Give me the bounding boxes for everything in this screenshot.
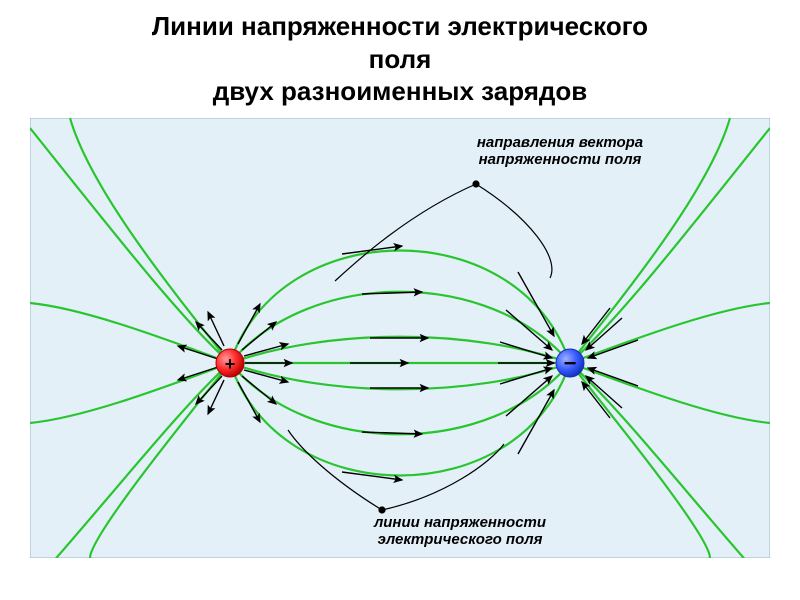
title-line-2: поля [0,43,800,76]
page-title: Линии напряженности электрического поля … [0,0,800,108]
annotation-top: направления вектора напряженности поля [430,134,690,169]
title-line-1: Линии напряженности электрического [0,10,800,43]
annotation-top-line-1: направления вектора [430,134,690,151]
diagram-container: + − направления вектора напряженности по… [30,118,770,558]
positive-charge: + [216,349,244,377]
field-diagram: + − [30,118,770,558]
title-line-3: двух разноименных зарядов [0,75,800,108]
annotation-bottom: линии напряженности электрического поля [330,514,590,549]
negative-label: − [564,350,577,375]
positive-label: + [225,354,236,374]
annotation-bottom-line-2: электрического поля [330,531,590,548]
annotation-top-line-2: напряженности поля [430,151,690,168]
negative-charge: − [556,349,584,377]
annotation-bottom-line-1: линии напряженности [330,514,590,531]
